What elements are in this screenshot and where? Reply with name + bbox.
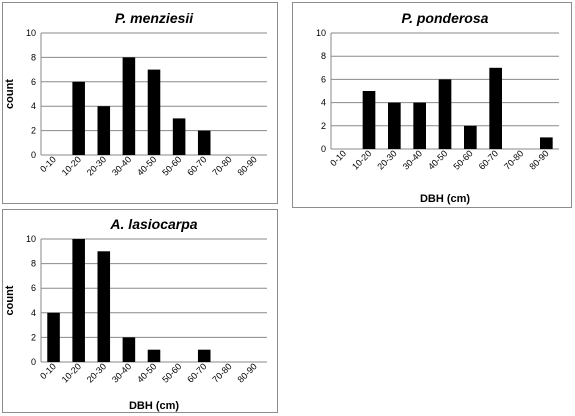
x-axis-label: DBH (cm) (420, 193, 470, 205)
y-tick-label: 4 (321, 98, 326, 108)
x-tick-label: 70-80 (502, 148, 525, 171)
bar-60-70 (489, 67, 502, 149)
y-tick-label: 4 (31, 101, 36, 111)
y-tick-label: 2 (321, 121, 326, 131)
x-tick-label: 10-20 (60, 361, 83, 384)
bar-20-30 (388, 102, 401, 149)
x-tick-label: 30-40 (110, 361, 133, 384)
y-tick-label: 6 (321, 74, 326, 84)
chart-title: P. menziesii (115, 10, 194, 26)
y-tick-label: 8 (321, 51, 326, 61)
bar-10-20 (362, 91, 376, 149)
x-tick-label: 20-30 (375, 148, 398, 171)
chart-panel-a-lasiocarpa: A. lasiocarpa 0 2 4 6 8 10 0-10 10-20 20-30 30-40 4… (2, 209, 278, 413)
bar-60-70 (197, 130, 211, 155)
bar-50-60 (464, 125, 477, 149)
chart-title: A. lasiocarpa (109, 216, 197, 232)
x-tick-label: 50-60 (160, 361, 183, 384)
x-tick-label: 50-60 (160, 154, 183, 177)
x-tick-label: 50-60 (451, 148, 474, 171)
x-tick-label: 0-10 (38, 154, 58, 174)
x-tick-label: 70-80 (210, 361, 233, 384)
y-tick-label: 10 (26, 28, 36, 38)
x-tick-label: 30-40 (110, 154, 133, 177)
x-tick-label: 60-70 (185, 154, 208, 177)
y-tick-label: 8 (31, 259, 36, 269)
bar-30-40 (122, 57, 136, 155)
x-tick-label: 40-50 (135, 361, 158, 384)
y-tick-label: 0 (31, 150, 36, 160)
x-tick-label: 0-10 (38, 361, 58, 381)
y-tick-label: 2 (31, 126, 36, 136)
x-tick-label: 10-20 (60, 154, 83, 177)
bar-40-50 (438, 79, 452, 149)
x-tick-label: 20-30 (85, 154, 108, 177)
y-tick-label: 10 (316, 28, 326, 38)
y-tick-label: 4 (31, 308, 36, 318)
y-tick-label: 2 (31, 332, 36, 342)
x-tick-label: 40-50 (135, 154, 158, 177)
y-tick-label: 0 (31, 357, 36, 367)
bar-20-30 (97, 251, 111, 362)
bar-0-10 (47, 312, 60, 362)
x-tick-label: 10-20 (350, 148, 373, 171)
y-axis-label: count (4, 285, 16, 315)
y-tick-label: 6 (31, 283, 36, 293)
x-tick-label: 60-70 (185, 361, 208, 384)
histogram-p-menziesii: P. menziesii 0 2 4 6 8 10 0-10 10-20 20-30 30-40 40… (4, 10, 267, 178)
histogram-a-lasiocarpa: A. lasiocarpa 0 2 4 6 8 10 0-10 10-20 20-30 30-40 4… (4, 216, 267, 412)
bar-30-40 (413, 102, 426, 149)
histogram-p-ponderosa: P. ponderosa 0 2 4 6 8 10 0-10 10-20 20-30 30-40 40… (316, 10, 559, 205)
y-tick-label: 8 (31, 52, 36, 62)
bar-50-60 (172, 118, 186, 155)
x-tick-label: 80-90 (527, 148, 550, 171)
chart-panel-p-menziesii: P. menziesii 0 2 4 6 8 10 0-10 10-20 20-30 30-40 40… (2, 2, 278, 204)
x-tick-label: 20-30 (85, 361, 108, 384)
x-axis-label: DBH (cm) (129, 400, 179, 412)
y-axis-label: count (4, 79, 16, 109)
bar-40-50 (147, 69, 161, 155)
chart-title: P. ponderosa (402, 10, 489, 26)
bar-80-90 (540, 137, 553, 149)
y-tick-label: 0 (321, 144, 326, 154)
x-tick-label: 80-90 (236, 154, 259, 177)
bar-10-20 (72, 81, 85, 155)
bar-60-70 (197, 349, 211, 362)
x-tick-label: 80-90 (236, 361, 259, 384)
x-tick-label: 30-40 (401, 148, 424, 171)
x-tick-label: 40-50 (426, 148, 449, 171)
x-tick-label: 60-70 (477, 148, 500, 171)
y-tick-label: 6 (31, 77, 36, 87)
bar-40-50 (147, 349, 161, 362)
x-tick-label: 70-80 (210, 154, 233, 177)
x-tick-label: 0-10 (328, 148, 348, 168)
bar-20-30 (97, 106, 111, 155)
chart-panel-p-ponderosa: P. ponderosa 0 2 4 6 8 10 0-10 10-20 20-30 30-40 40… (292, 2, 572, 208)
y-tick-label: 10 (26, 234, 36, 244)
bar-30-40 (122, 337, 136, 362)
bar-10-20 (72, 239, 85, 362)
